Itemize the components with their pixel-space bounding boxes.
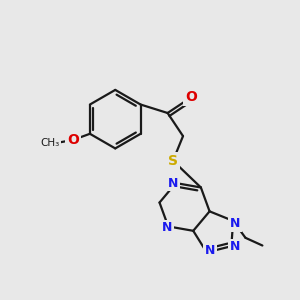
Text: CH₃: CH₃ bbox=[40, 138, 59, 148]
Text: S: S bbox=[168, 154, 178, 168]
Text: N: N bbox=[230, 217, 240, 230]
Text: N: N bbox=[230, 241, 240, 254]
Text: O: O bbox=[185, 90, 197, 104]
Text: O: O bbox=[67, 133, 79, 147]
Text: N: N bbox=[161, 221, 172, 234]
Text: N: N bbox=[168, 177, 178, 190]
Text: N: N bbox=[205, 244, 215, 256]
